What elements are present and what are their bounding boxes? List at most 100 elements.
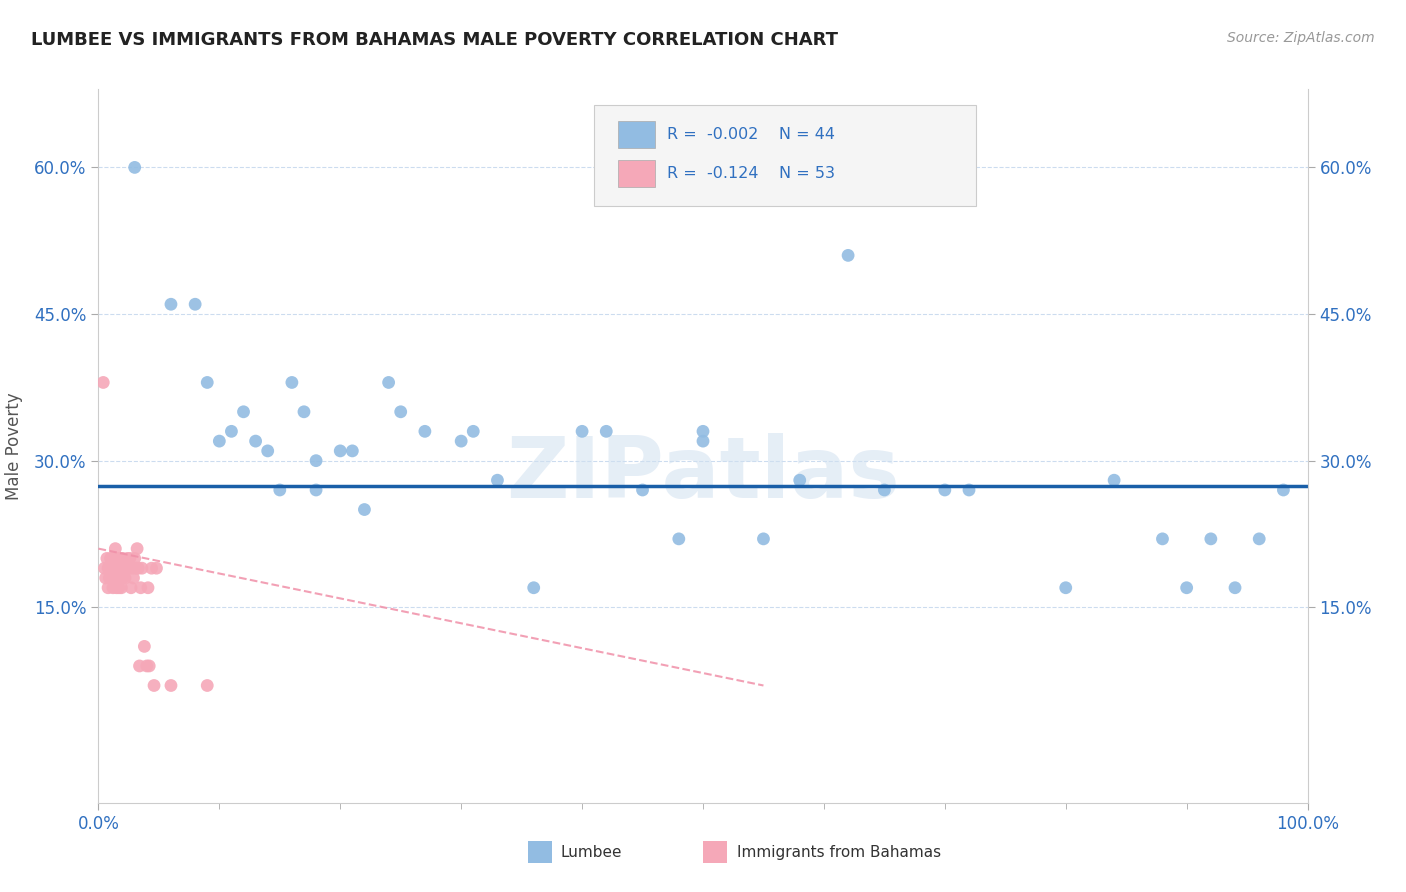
- Text: R =  -0.124    N = 53: R = -0.124 N = 53: [666, 166, 835, 181]
- Point: [1102, 473, 1125, 487]
- Point: [136, 581, 159, 595]
- Text: ZIPatlas: ZIPatlas: [506, 433, 900, 516]
- Point: [118, 561, 141, 575]
- Point: [118, 551, 141, 566]
- Point: [1272, 483, 1295, 497]
- Point: [127, 541, 149, 556]
- Point: [111, 571, 134, 585]
- Point: [195, 678, 218, 692]
- Point: [125, 561, 148, 575]
- Point: [221, 425, 243, 439]
- Point: [124, 551, 146, 566]
- Point: [101, 561, 124, 575]
- Point: [160, 297, 183, 311]
- Point: [101, 581, 124, 595]
- Point: [692, 425, 714, 439]
- Point: [305, 483, 328, 497]
- Point: [100, 551, 122, 566]
- Point: [120, 581, 142, 595]
- FancyBboxPatch shape: [619, 121, 655, 148]
- Point: [245, 434, 267, 449]
- Point: [98, 571, 121, 585]
- Point: [96, 551, 118, 566]
- Point: [97, 561, 120, 575]
- Point: [1152, 532, 1174, 546]
- Point: [1175, 581, 1198, 595]
- Point: [305, 453, 328, 467]
- Point: [523, 581, 546, 595]
- Point: [131, 561, 153, 575]
- Point: [292, 405, 315, 419]
- Text: Immigrants from Bahamas: Immigrants from Bahamas: [737, 845, 941, 860]
- Point: [105, 581, 128, 595]
- Point: [450, 434, 472, 449]
- Point: [141, 561, 163, 575]
- Point: [112, 561, 135, 575]
- Point: [100, 561, 122, 575]
- Point: [104, 541, 127, 556]
- Point: [93, 561, 115, 575]
- FancyBboxPatch shape: [527, 841, 551, 863]
- Point: [692, 434, 714, 449]
- Point: [110, 561, 132, 575]
- Point: [108, 581, 131, 595]
- Point: [104, 561, 127, 575]
- Point: [1249, 532, 1271, 546]
- Point: [108, 561, 131, 575]
- Point: [135, 659, 157, 673]
- Point: [145, 561, 167, 575]
- Point: [134, 640, 156, 654]
- Point: [114, 571, 136, 585]
- Point: [138, 659, 160, 673]
- Point: [100, 571, 122, 585]
- Point: [94, 571, 117, 585]
- Point: [463, 425, 485, 439]
- Point: [377, 376, 399, 390]
- Point: [1199, 532, 1222, 546]
- Point: [105, 571, 128, 585]
- Point: [97, 581, 120, 595]
- Point: [1054, 581, 1077, 595]
- Point: [107, 561, 129, 575]
- Point: [122, 571, 145, 585]
- FancyBboxPatch shape: [703, 841, 727, 863]
- Point: [957, 483, 980, 497]
- Point: [103, 571, 125, 585]
- Text: LUMBEE VS IMMIGRANTS FROM BAHAMAS MALE POVERTY CORRELATION CHART: LUMBEE VS IMMIGRANTS FROM BAHAMAS MALE P…: [31, 31, 838, 49]
- Point: [117, 551, 139, 566]
- Point: [571, 425, 593, 439]
- Point: [256, 443, 278, 458]
- Text: Lumbee: Lumbee: [561, 845, 621, 860]
- Point: [208, 434, 231, 449]
- Point: [127, 561, 149, 575]
- Point: [789, 473, 811, 487]
- Point: [108, 551, 131, 566]
- Point: [121, 561, 143, 575]
- Point: [232, 405, 254, 419]
- Point: [342, 443, 364, 458]
- Point: [107, 551, 129, 566]
- Point: [108, 571, 131, 585]
- Point: [413, 425, 436, 439]
- Point: [752, 532, 775, 546]
- Text: R =  -0.002    N = 44: R = -0.002 N = 44: [666, 128, 835, 143]
- Point: [103, 551, 125, 566]
- Point: [281, 376, 304, 390]
- Text: Source: ZipAtlas.com: Source: ZipAtlas.com: [1227, 31, 1375, 45]
- Point: [837, 248, 859, 262]
- Y-axis label: Male Poverty: Male Poverty: [6, 392, 22, 500]
- Point: [160, 678, 183, 692]
- Point: [111, 551, 134, 566]
- Point: [124, 161, 146, 175]
- Point: [1223, 581, 1246, 595]
- Point: [631, 483, 654, 497]
- FancyBboxPatch shape: [619, 160, 655, 187]
- Point: [110, 581, 132, 595]
- FancyBboxPatch shape: [595, 105, 976, 205]
- Point: [595, 425, 617, 439]
- Point: [329, 443, 352, 458]
- Point: [143, 678, 166, 692]
- Point: [115, 561, 138, 575]
- Point: [934, 483, 956, 497]
- Point: [389, 405, 412, 419]
